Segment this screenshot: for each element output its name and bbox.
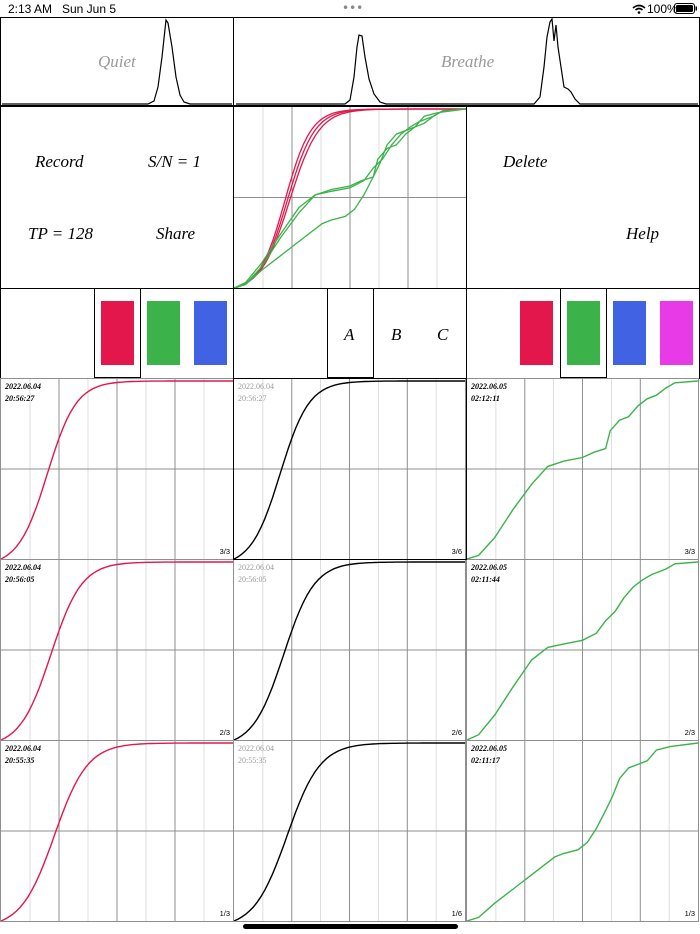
recording-panel[interactable]: 2022.06.04 20:56:05 2/3	[0, 559, 234, 741]
recording-date: 2022.06.04	[5, 744, 41, 753]
recording-time: 02:12:11	[471, 394, 500, 403]
recording-count: 3/3	[219, 547, 230, 556]
recording-date: 2022.06.04	[238, 563, 274, 572]
recording-plot	[1, 379, 233, 559]
grid	[234, 107, 466, 288]
recording-count: 3/6	[451, 547, 462, 556]
recording-curve	[1, 380, 233, 559]
recording-plot	[467, 560, 698, 740]
grid	[1, 379, 233, 559]
recording-panel[interactable]: 2022.06.04 20:55:35 1/3	[0, 740, 234, 922]
tp-value[interactable]: TP = 128	[28, 224, 94, 243]
right-palette-selection	[560, 288, 607, 378]
grid	[467, 741, 698, 921]
recording-date: 2022.06.04	[238, 744, 274, 753]
recording-date: 2022.06.04	[238, 382, 274, 391]
delete-button[interactable]: Delete	[503, 152, 548, 171]
recording-curve	[467, 561, 698, 740]
grid	[234, 741, 465, 921]
sn-value[interactable]: S/N = 1	[148, 152, 202, 171]
recording-panel[interactable]: 2022.06.04 20:55:35 1/6	[233, 740, 466, 922]
swatch-blue-right[interactable]	[613, 301, 646, 365]
recording-plot	[234, 379, 465, 559]
overlay-green-curve	[234, 108, 466, 288]
recording-panel[interactable]: 2022.06.05 02:11:44 2/3	[466, 559, 699, 741]
recording-plot	[467, 379, 698, 559]
recording-date: 2022.06.05	[471, 744, 507, 753]
record-button[interactable]: Record	[35, 152, 84, 171]
recording-panel[interactable]: 2022.06.05 02:11:17 1/3	[466, 740, 699, 922]
selected-recording-outline	[233, 378, 467, 560]
recording-plot	[1, 741, 233, 921]
overlay-green-curve	[234, 108, 466, 288]
recording-count: 1/3	[219, 909, 230, 918]
recording-time: 02:11:44	[471, 575, 500, 584]
recording-panel[interactable]: 2022.06.04 20:56:05 2/6	[233, 559, 466, 741]
grid	[467, 560, 698, 740]
control-left	[0, 106, 234, 289]
battery-percent: 100%	[647, 2, 678, 16]
recording-curve	[234, 561, 465, 740]
grid	[1, 741, 233, 921]
grid	[234, 379, 465, 559]
grid	[1, 560, 233, 740]
recording-panel[interactable]: 2022.06.05 02:12:11 3/3	[466, 378, 699, 560]
recording-plot	[234, 741, 465, 921]
swatch-magenta-right[interactable]	[660, 301, 693, 365]
recording-time: 20:56:27	[238, 394, 267, 403]
recording-count: 1/3	[684, 909, 695, 918]
swatch-green-left[interactable]	[147, 301, 180, 365]
recording-curve	[234, 380, 465, 559]
tab-a[interactable]: A	[344, 325, 355, 344]
recording-time: 20:56:27	[5, 394, 35, 403]
recording-date: 2022.06.04	[5, 382, 41, 391]
grid	[467, 379, 698, 559]
help-button[interactable]: Help	[626, 224, 660, 243]
home-indicator[interactable]	[243, 924, 458, 929]
tab-b[interactable]: B	[391, 325, 402, 344]
recording-count: 2/3	[219, 728, 230, 737]
recording-time: 20:55:35	[238, 756, 267, 765]
swatch-red-left[interactable]	[101, 301, 134, 365]
share-button[interactable]: Share	[156, 224, 196, 243]
tab-c[interactable]: C	[437, 325, 449, 344]
battery-icon	[674, 3, 697, 14]
overlay-plot	[234, 107, 466, 288]
dots-icon: •••	[342, 1, 364, 15]
grid	[234, 560, 465, 740]
recording-plot	[1, 560, 233, 740]
swatch-green-right[interactable]	[567, 301, 600, 365]
recording-time: 02:11:17	[471, 756, 500, 765]
recording-date: 2022.06.05	[471, 563, 507, 572]
recording-curve	[467, 380, 698, 559]
control-right	[466, 106, 700, 289]
quiet-label: Quiet	[98, 52, 136, 71]
recording-curve	[234, 742, 465, 921]
breath-waveform	[2, 17, 698, 105]
status-time: 2:13 AM	[8, 2, 53, 16]
left-palette-selection	[94, 288, 141, 378]
recording-time: 20:55:35	[5, 756, 35, 765]
recording-count: 3/3	[684, 547, 695, 556]
recording-time: 20:56:05	[5, 575, 35, 584]
recording-plot	[467, 741, 698, 921]
recording-curve	[1, 742, 233, 921]
recording-date: 2022.06.05	[471, 382, 507, 391]
recording-count: 2/6	[451, 728, 462, 737]
recordings-grid: 2022.06.04 20:56:27 3/3 2022.06.04 20:56:27 3…	[0, 378, 700, 922]
recording-curve	[1, 561, 233, 740]
recording-count: 1/6	[451, 909, 462, 918]
recording-panel[interactable]: 2022.06.04 20:56:27 3/3	[0, 378, 234, 560]
wifi-icon	[632, 4, 646, 14]
status-date: Sun Jun 5	[62, 2, 117, 16]
recording-date: 2022.06.04	[5, 563, 41, 572]
tab-selection	[327, 288, 374, 378]
recording-curve	[467, 742, 698, 921]
breathe-label: Breathe	[441, 52, 495, 71]
recording-plot	[234, 560, 465, 740]
recording-time: 20:56:05	[238, 575, 267, 584]
recording-count: 2/3	[684, 728, 695, 737]
swatch-red-right[interactable]	[520, 301, 553, 365]
swatch-blue-left[interactable]	[194, 301, 227, 365]
